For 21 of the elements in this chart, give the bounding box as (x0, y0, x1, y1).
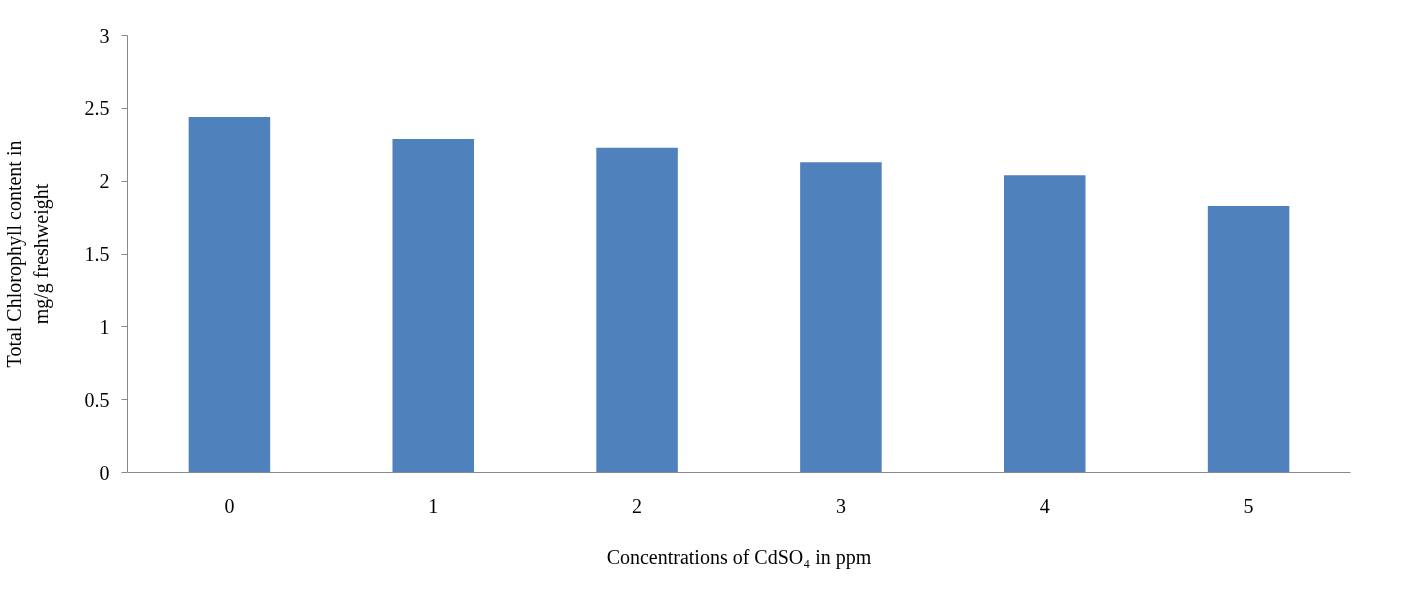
y-tick-label: 2 (99, 170, 110, 193)
y-tick-label: 0 (99, 461, 110, 484)
bar (800, 162, 882, 473)
bar (1003, 175, 1086, 473)
x-axis-title: Concentrations of CdSO₄ in ppm (606, 545, 872, 569)
y-tick-label: 3 (99, 24, 110, 47)
y-tick-label: 1 (99, 315, 110, 338)
y-axis-title: Total Chlorophyll content in mg/g freshweight (3, 140, 53, 368)
x-tick-label: 0 (224, 494, 235, 517)
y-tick-label: 0.5 (84, 388, 110, 411)
bar (188, 117, 271, 473)
x-tick-label: 4 (1039, 494, 1050, 517)
x-tick-label: 5 (1243, 494, 1254, 517)
bar (392, 138, 475, 473)
x-tick-label: 3 (835, 494, 846, 517)
bar (596, 147, 678, 473)
x-tick-label: 1 (428, 494, 439, 517)
y-tick-label: 1.5 (84, 243, 110, 265)
y-tick-label: 2.5 (84, 97, 110, 120)
x-tick-label: 2 (632, 494, 643, 517)
bar (1207, 205, 1290, 473)
